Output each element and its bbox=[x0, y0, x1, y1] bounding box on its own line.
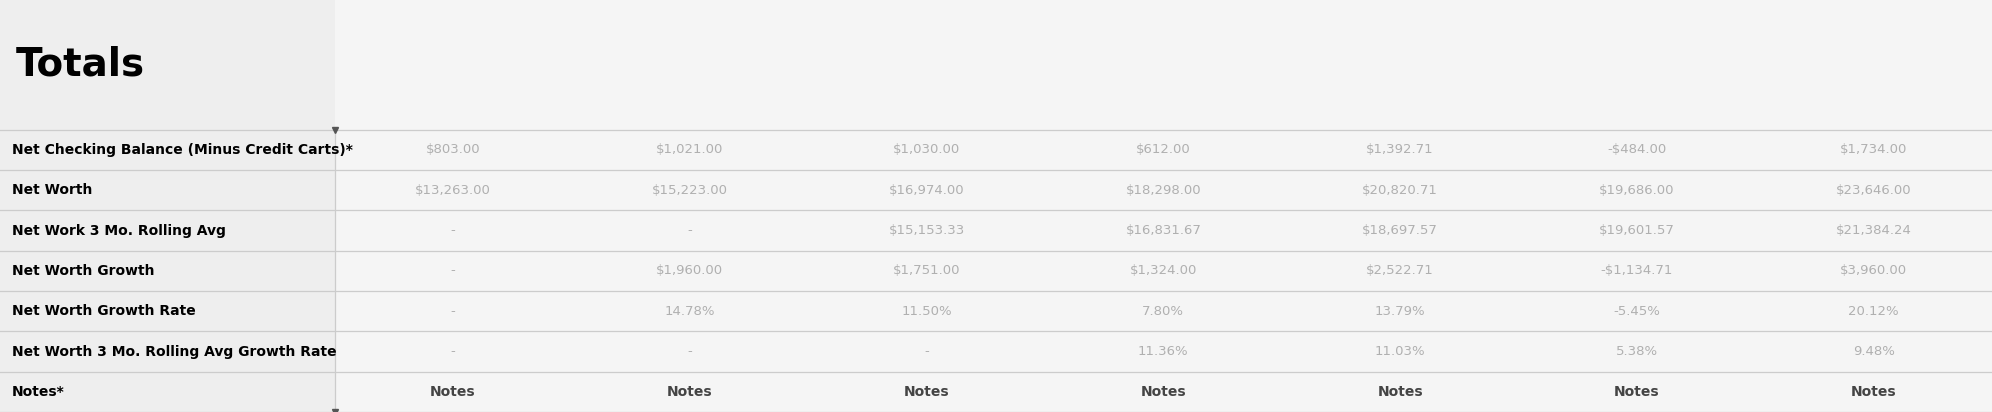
Text: -5.45%: -5.45% bbox=[1614, 305, 1659, 318]
Text: Net Worth Growth: Net Worth Growth bbox=[12, 264, 155, 278]
Text: -$484.00: -$484.00 bbox=[1608, 143, 1667, 157]
Text: 20.12%: 20.12% bbox=[1849, 305, 1898, 318]
Text: Notes*: Notes* bbox=[12, 385, 64, 399]
Text: Notes: Notes bbox=[1376, 385, 1422, 399]
Text: Notes: Notes bbox=[1141, 385, 1185, 399]
Text: 14.78%: 14.78% bbox=[665, 305, 715, 318]
Text: Notes: Notes bbox=[1614, 385, 1659, 399]
Text: $18,298.00: $18,298.00 bbox=[1125, 184, 1201, 197]
Text: $18,697.57: $18,697.57 bbox=[1363, 224, 1438, 237]
Text: Net Work 3 Mo. Rolling Avg: Net Work 3 Mo. Rolling Avg bbox=[12, 224, 225, 238]
Text: $19,601.57: $19,601.57 bbox=[1600, 224, 1675, 237]
Text: -: - bbox=[687, 224, 691, 237]
Text: $1,392.71: $1,392.71 bbox=[1367, 143, 1434, 157]
Text: $19,686.00: $19,686.00 bbox=[1600, 184, 1675, 197]
Text: Notes: Notes bbox=[430, 385, 476, 399]
Text: $1,324.00: $1,324.00 bbox=[1129, 265, 1197, 277]
Text: -: - bbox=[450, 265, 456, 277]
Text: 11.03%: 11.03% bbox=[1374, 345, 1426, 358]
Text: $803.00: $803.00 bbox=[426, 143, 480, 157]
Text: -: - bbox=[450, 305, 456, 318]
Text: $13,263.00: $13,263.00 bbox=[414, 184, 490, 197]
Text: -: - bbox=[450, 345, 456, 358]
Text: -: - bbox=[924, 345, 928, 358]
Text: $1,734.00: $1,734.00 bbox=[1841, 143, 1906, 157]
Text: 7.80%: 7.80% bbox=[1141, 305, 1185, 318]
Text: $1,021.00: $1,021.00 bbox=[655, 143, 723, 157]
Text: $612.00: $612.00 bbox=[1135, 143, 1191, 157]
Text: Net Worth: Net Worth bbox=[12, 183, 92, 197]
Text: $15,223.00: $15,223.00 bbox=[651, 184, 727, 197]
Text: -: - bbox=[687, 345, 691, 358]
Text: 9.48%: 9.48% bbox=[1853, 345, 1894, 358]
Bar bbox=[335, 0, 1992, 412]
Text: 11.36%: 11.36% bbox=[1137, 345, 1189, 358]
Text: $1,030.00: $1,030.00 bbox=[892, 143, 960, 157]
Text: $16,974.00: $16,974.00 bbox=[888, 184, 964, 197]
Text: 13.79%: 13.79% bbox=[1374, 305, 1426, 318]
Text: 11.50%: 11.50% bbox=[900, 305, 952, 318]
Text: Notes: Notes bbox=[1851, 385, 1896, 399]
Text: 5.38%: 5.38% bbox=[1616, 345, 1657, 358]
Text: Totals: Totals bbox=[16, 46, 145, 84]
Text: $3,960.00: $3,960.00 bbox=[1841, 265, 1906, 277]
Text: Notes: Notes bbox=[904, 385, 950, 399]
Text: $2,522.71: $2,522.71 bbox=[1367, 265, 1434, 277]
Text: Notes: Notes bbox=[667, 385, 713, 399]
Text: $21,384.24: $21,384.24 bbox=[1837, 224, 1912, 237]
Text: Net Checking Balance (Minus Credit Carts)*: Net Checking Balance (Minus Credit Carts… bbox=[12, 143, 353, 157]
Text: Net Worth 3 Mo. Rolling Avg Growth Rate: Net Worth 3 Mo. Rolling Avg Growth Rate bbox=[12, 344, 337, 358]
Text: -$1,134.71: -$1,134.71 bbox=[1602, 265, 1673, 277]
Text: Net Worth Growth Rate: Net Worth Growth Rate bbox=[12, 304, 195, 318]
Text: $20,820.71: $20,820.71 bbox=[1363, 184, 1438, 197]
Text: $15,153.33: $15,153.33 bbox=[888, 224, 964, 237]
Text: -: - bbox=[450, 224, 456, 237]
Text: $1,960.00: $1,960.00 bbox=[655, 265, 723, 277]
Text: $1,751.00: $1,751.00 bbox=[892, 265, 960, 277]
Text: $23,646.00: $23,646.00 bbox=[1837, 184, 1912, 197]
Text: $16,831.67: $16,831.67 bbox=[1125, 224, 1201, 237]
